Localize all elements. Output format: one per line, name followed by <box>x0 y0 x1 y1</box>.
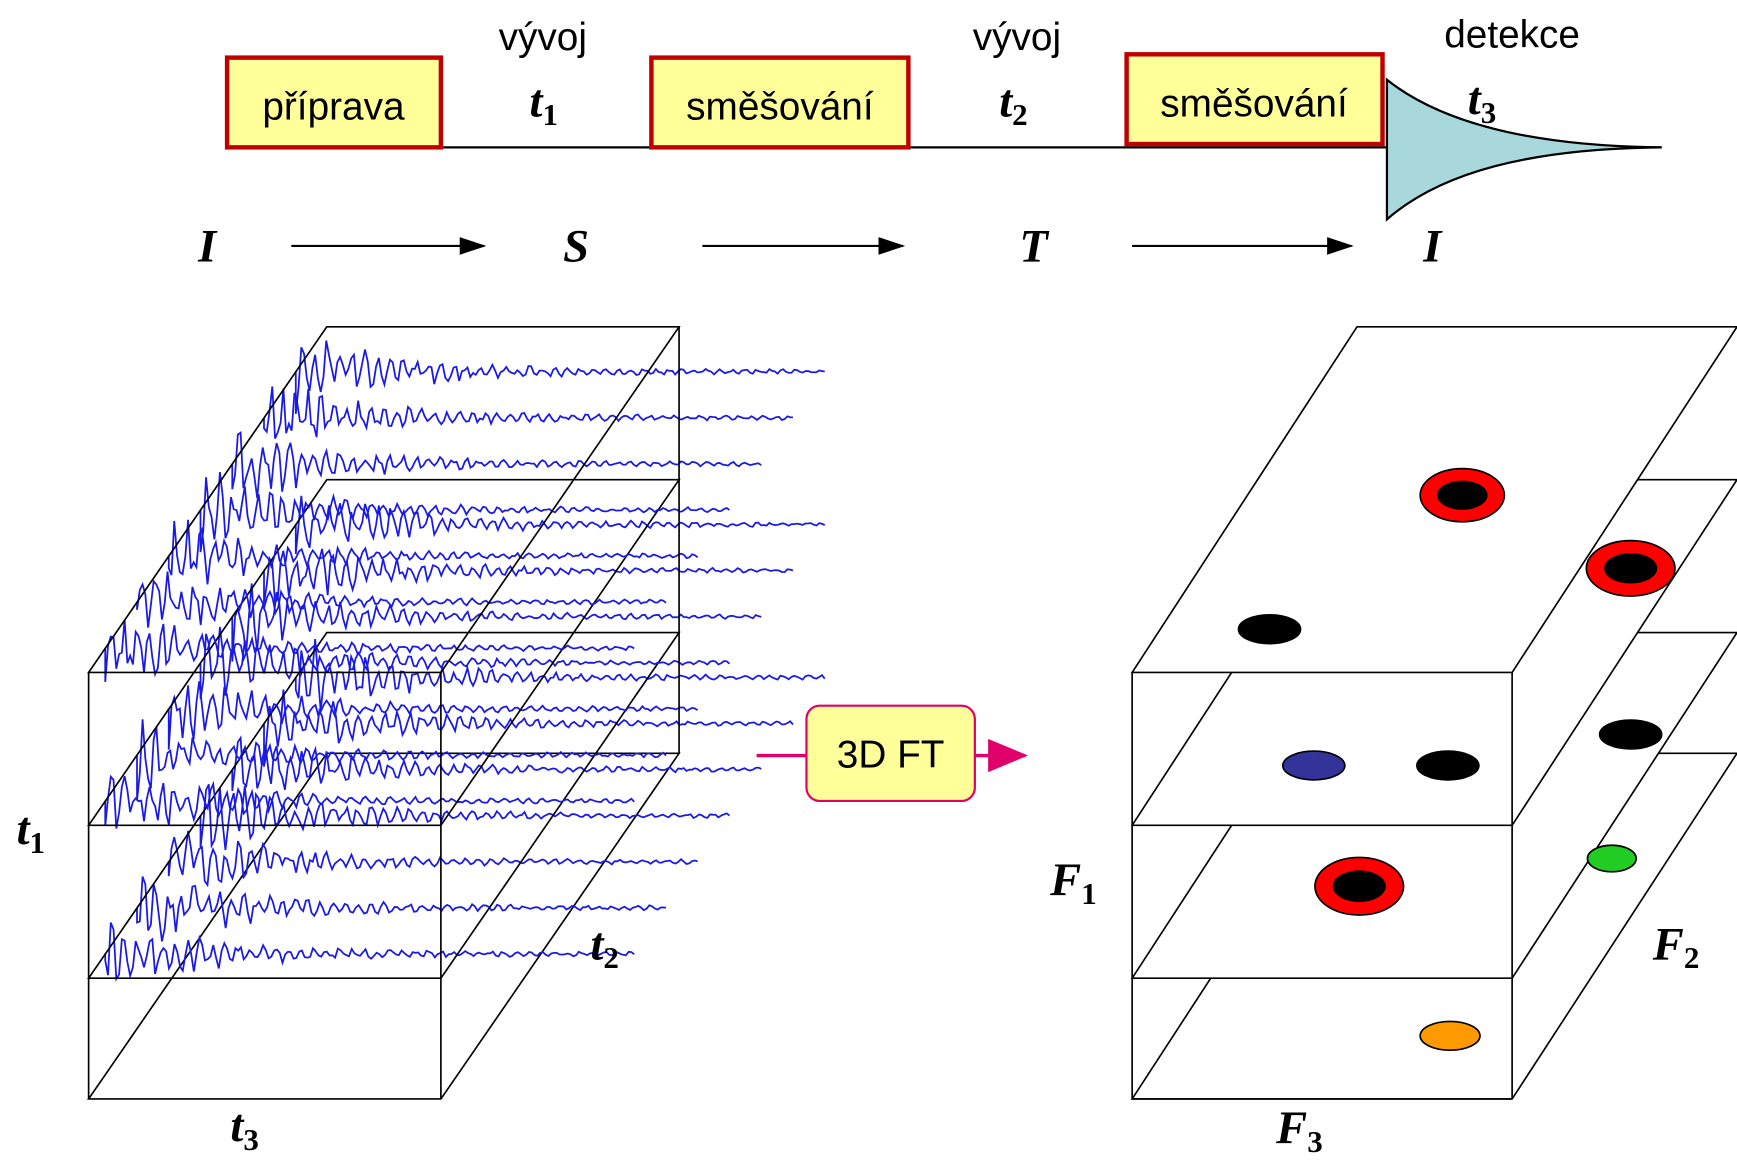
subscript: 3 <box>1481 95 1497 130</box>
period-label: vývoj <box>499 16 587 59</box>
subscript: 1 <box>542 97 558 132</box>
fid-trace <box>105 923 634 979</box>
period-label: vývoj <box>973 16 1061 59</box>
freq-cube <box>1132 327 1737 1099</box>
peak-core <box>1333 870 1386 902</box>
subscript: 2 <box>1012 97 1027 132</box>
fid-trace <box>201 472 730 552</box>
period-symbol: t3 <box>1468 74 1496 130</box>
state: S <box>563 221 589 272</box>
period-symbol: t2 <box>999 76 1027 132</box>
peak <box>1600 720 1662 749</box>
diagram: příprava směšování směšování vývoj vývoj… <box>0 0 1737 1161</box>
fid-envelope <box>1387 80 1662 220</box>
state: T <box>1019 221 1049 272</box>
plane <box>89 480 679 826</box>
transform-label: 3D FT <box>837 734 945 777</box>
subscript: 2 <box>1684 940 1700 975</box>
fid-trace <box>296 496 825 554</box>
period-symbol: t1 <box>530 76 558 132</box>
fid-trace <box>264 387 793 439</box>
fid-trace <box>169 831 698 885</box>
peak-core <box>1437 481 1488 510</box>
subscript: 1 <box>1081 876 1097 911</box>
subscript: 3 <box>243 1122 259 1157</box>
fid-trace <box>232 433 761 499</box>
symbol: F <box>1275 1103 1307 1154</box>
subscript: 1 <box>30 825 46 860</box>
fid-trace <box>105 776 634 828</box>
state: I <box>197 221 218 272</box>
fid-trace <box>232 738 761 791</box>
block-label: příprava <box>262 86 405 129</box>
symbol: F <box>1652 919 1684 970</box>
axis-label: F3 <box>1275 1103 1323 1159</box>
subscript: 2 <box>603 940 619 975</box>
period-label: detekce <box>1444 14 1580 57</box>
axis-label: t1 <box>17 804 45 860</box>
symbol: F <box>1049 855 1081 906</box>
axis-label: F1 <box>1049 855 1097 911</box>
peak <box>1283 751 1345 780</box>
plane <box>89 327 679 673</box>
time-cube <box>89 327 825 1099</box>
peak <box>1417 751 1479 780</box>
subscript: 3 <box>1307 1124 1323 1159</box>
state: I <box>1422 221 1443 272</box>
block-label: směšování <box>686 86 874 129</box>
axis-label: t2 <box>590 919 618 975</box>
axis-label: t3 <box>230 1101 258 1157</box>
fid-trace <box>296 341 825 414</box>
page: příprava směšování směšování vývoj vývoj… <box>0 0 1737 1161</box>
peak-core <box>1604 553 1657 583</box>
peak <box>1420 1021 1480 1050</box>
peak <box>1238 615 1300 644</box>
fid-trace <box>169 681 698 749</box>
peak <box>1587 845 1636 872</box>
axis-label: F2 <box>1652 919 1700 975</box>
block-label: směšování <box>1160 82 1348 125</box>
